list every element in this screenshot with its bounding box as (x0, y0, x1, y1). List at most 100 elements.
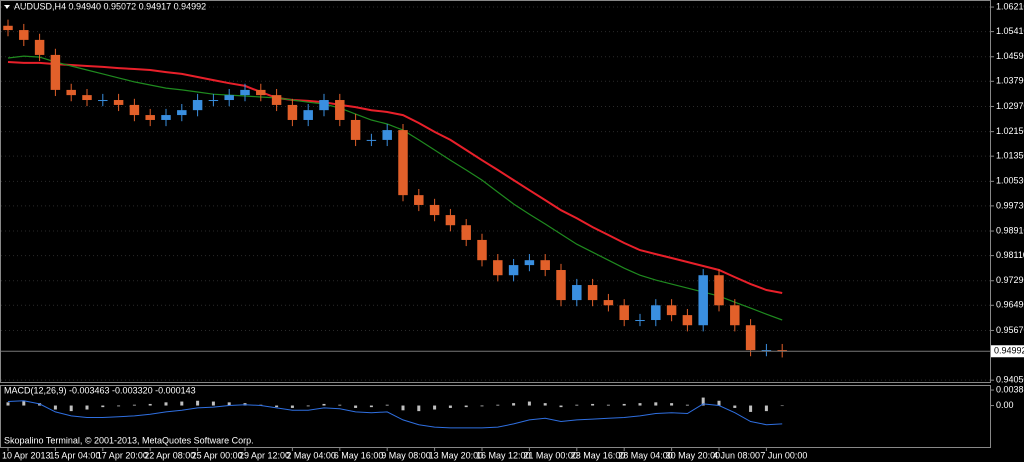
moving-average (7, 61, 783, 294)
candle-body (161, 115, 171, 120)
candle-body (635, 320, 645, 322)
candle-body (271, 95, 282, 105)
candle-body (745, 325, 756, 351)
y-tick-label: 0.003882 (996, 384, 1024, 394)
macd-histogram (85, 405, 89, 410)
candle-body (224, 95, 234, 101)
macd-histogram (496, 404, 500, 406)
macd-line (7, 400, 783, 429)
candle-body (651, 305, 661, 321)
y-tick-label: 1.01350 (996, 151, 1024, 161)
candle-body (508, 265, 519, 276)
macd-histogram (338, 404, 342, 406)
x-tick-label: 30 May 20:00 (666, 450, 721, 460)
candle-body (319, 100, 329, 111)
macd-histogram (275, 405, 279, 408)
x-tick-label: 6 May 16:00 (334, 450, 384, 460)
macd-histogram (622, 403, 626, 406)
macd-histogram (322, 403, 326, 406)
macd-histogram (227, 402, 231, 406)
candle-body (556, 270, 566, 301)
macd-histogram (53, 405, 57, 410)
y-tick-label: 0.00 (996, 400, 1014, 410)
macd-histogram (69, 405, 73, 412)
macd-histogram (638, 403, 642, 406)
candle-body (3, 25, 13, 31)
macd-histogram (764, 405, 768, 412)
candle-body (493, 260, 503, 276)
macd-histogram (559, 405, 563, 408)
candle-body (572, 285, 582, 301)
macd-histogram (701, 397, 705, 406)
x-tick-label: 29 Apr 12:00 (239, 450, 290, 460)
macd-histogram (306, 405, 310, 407)
y-tick-label: 1.02150 (996, 126, 1024, 136)
macd-histogram (164, 402, 168, 406)
candle-body (761, 350, 772, 352)
y-tick-label: 0.94050 (996, 375, 1024, 385)
macd-histogram (148, 403, 152, 406)
x-tick-label: 22 Apr 08:00 (144, 450, 195, 460)
macd-histogram (290, 405, 294, 408)
macd-histogram (527, 401, 531, 406)
candle-body (366, 139, 377, 141)
candle-body (335, 100, 345, 120)
macd-histogram (512, 403, 516, 406)
candle-body (714, 275, 724, 306)
macd-histogram (180, 401, 184, 406)
candle-body (350, 119, 361, 140)
x-tick-label: 23 May 16:00 (571, 450, 626, 460)
x-tick-label: 2 May 04:00 (286, 450, 336, 460)
x-tick-label: 10 Apr 2013 (2, 450, 51, 460)
candle-body (461, 225, 471, 240)
macd-histogram (433, 405, 437, 410)
y-tick-label: 1.05410 (996, 26, 1024, 36)
candle-body (50, 54, 61, 90)
macd-histogram (211, 401, 215, 406)
y-tick-label: 1.03790 (996, 76, 1024, 86)
x-tick-label: 13 May 20:00 (429, 450, 484, 460)
macd-histogram (480, 405, 484, 407)
x-tick-label: 25 Apr 00:00 (192, 450, 243, 460)
candle-body (303, 110, 313, 120)
macd-histogram (22, 400, 26, 406)
macd-histogram (733, 405, 737, 408)
candle-body (682, 315, 693, 326)
macd-histogram (575, 404, 579, 406)
candle-body (177, 110, 187, 116)
candle-body (113, 100, 124, 105)
candle-body (540, 260, 550, 271)
macd-histogram (369, 405, 373, 408)
candle-body (240, 89, 250, 96)
macd-histogram (196, 400, 200, 406)
candle-body (414, 195, 424, 205)
candle-body (208, 100, 219, 102)
current-price-box (991, 345, 1024, 358)
candle-body (777, 350, 787, 352)
macd-histogram (6, 402, 10, 406)
candle-body (603, 300, 614, 306)
candle-body (287, 104, 298, 120)
macd-histogram (654, 402, 658, 406)
chart-title: AUDUSD,H4 0.94940 0.95072 0.94917 0.9499… (14, 1, 206, 11)
macd-histogram (401, 405, 405, 411)
candle-body (145, 115, 155, 120)
macd-histogram (132, 404, 136, 406)
candle-body (730, 305, 740, 326)
x-tick-label: 28 May 04:00 (618, 450, 673, 460)
macd-title: MACD(12,26,9) -0.003463 -0.003320 -0.000… (4, 385, 196, 395)
candle-body (19, 30, 29, 40)
candle-body (429, 204, 440, 216)
macd-histogram (780, 405, 784, 407)
y-tick-label: 1.06210 (996, 1, 1024, 11)
candle-body (445, 215, 456, 226)
macd-histogram (749, 405, 753, 412)
macd-histogram (685, 404, 689, 406)
